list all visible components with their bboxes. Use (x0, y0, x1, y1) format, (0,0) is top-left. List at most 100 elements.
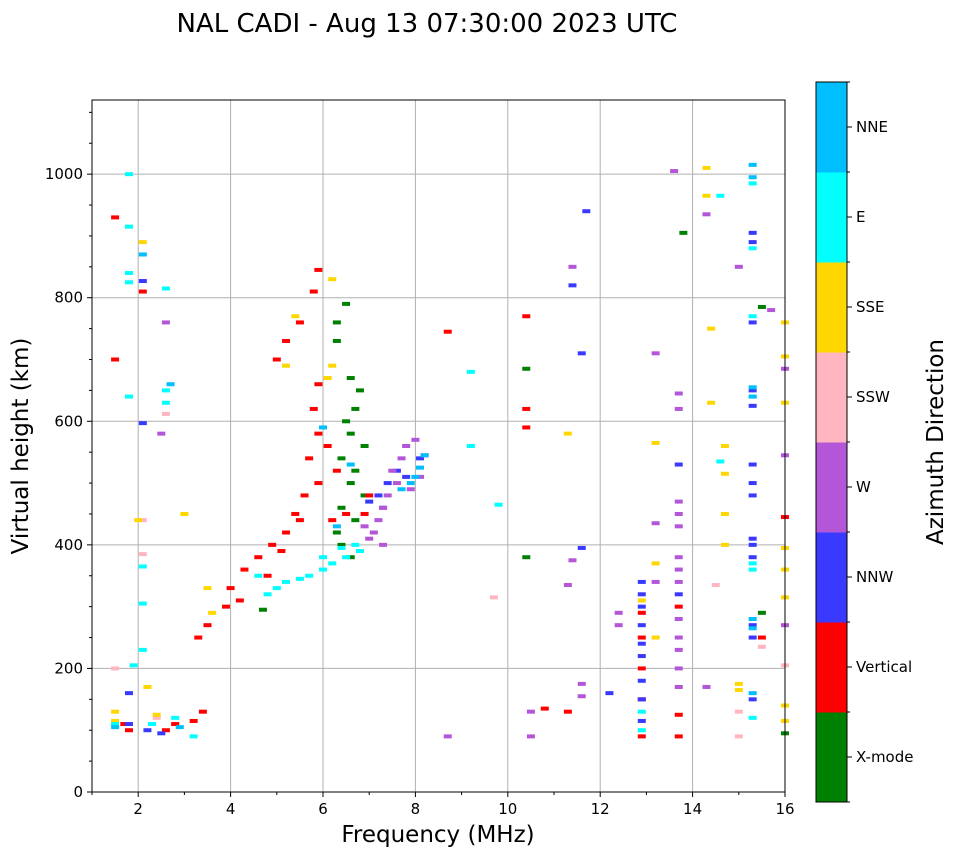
point-w (651, 351, 660, 356)
point-x-mode (337, 505, 346, 510)
point-sse (143, 684, 152, 689)
point-vertical (282, 338, 291, 343)
point-sse (651, 440, 660, 445)
colorbar-segment (816, 442, 847, 533)
point-x-mode (360, 493, 369, 498)
colorbar-tick-label: NNW (856, 568, 893, 586)
point-sse (651, 635, 660, 640)
point-vertical (295, 320, 304, 325)
point-e (748, 561, 757, 566)
point-nnw (748, 623, 757, 628)
point-sse (702, 165, 711, 170)
point-w (411, 437, 420, 442)
colorbar-tick-label: SSW (856, 388, 890, 406)
point-w (526, 709, 535, 714)
point-sse (291, 314, 300, 319)
point-vertical (282, 530, 291, 535)
point-vertical (360, 511, 369, 516)
point-nne (748, 394, 757, 399)
colorbar-tick-label: SSE (856, 298, 885, 316)
point-ssw (138, 518, 147, 523)
grid-lines (92, 100, 785, 792)
point-e (111, 722, 120, 727)
point-w (577, 681, 586, 686)
plot-frame (91, 99, 786, 793)
point-nnw (124, 691, 133, 696)
point-sse (328, 363, 337, 368)
point-x-mode (522, 366, 531, 371)
colorbar-segment (816, 352, 847, 443)
chart-title: NAL CADI - Aug 13 07:30:00 2023 UTC (177, 9, 678, 39)
colorbar-tick-label: E (856, 208, 865, 226)
point-vertical (637, 610, 646, 615)
point-sse (720, 542, 729, 547)
point-e (129, 663, 138, 668)
point-e (305, 573, 314, 578)
point-nne (111, 725, 120, 730)
point-w (674, 524, 683, 529)
point-e (161, 400, 170, 405)
colorbar-segment (816, 82, 847, 173)
point-e (171, 715, 180, 720)
point-e (138, 601, 147, 606)
point-w (383, 493, 392, 498)
point-vertical (314, 382, 323, 387)
point-e (637, 709, 646, 714)
point-x-mode (337, 456, 346, 461)
x-tick-label: 10 (498, 800, 517, 818)
point-e (748, 314, 757, 319)
point-ssw (757, 644, 766, 649)
point-w (614, 623, 623, 628)
point-e (161, 388, 170, 393)
colorbar-segment (816, 532, 847, 623)
point-x-mode (360, 444, 369, 448)
point-w (734, 264, 743, 269)
point-x-mode (346, 376, 355, 381)
point-nnw (577, 545, 586, 550)
point-w (577, 694, 586, 699)
point-w (702, 684, 711, 689)
x-tick-label: 14 (683, 800, 702, 818)
point-w (406, 487, 415, 492)
point-w (670, 169, 679, 174)
point-w (674, 555, 683, 560)
point-sse (720, 444, 729, 448)
point-sse (702, 193, 711, 198)
point-ssw (734, 734, 743, 739)
point-w (674, 666, 683, 671)
point-ssw (489, 595, 498, 600)
point-nne (416, 465, 425, 470)
point-x-mode (258, 607, 267, 612)
point-nnw (637, 592, 646, 597)
point-vertical (757, 635, 766, 640)
point-nne (420, 453, 429, 458)
point-x-mode (757, 610, 766, 615)
point-vertical (309, 406, 318, 411)
colorbar-label: Azimuth Direction (923, 339, 949, 545)
point-e (748, 715, 757, 720)
x-tick-label: 8 (411, 800, 421, 818)
point-nnw (637, 641, 646, 646)
point-x-mode (522, 555, 531, 560)
point-e (466, 444, 475, 448)
point-e (282, 579, 291, 584)
point-w (651, 521, 660, 526)
point-sse (720, 511, 729, 516)
point-vertical (189, 718, 198, 723)
point-sse (208, 610, 217, 615)
colorbar-segment (816, 262, 847, 353)
y-tick-label: 400 (54, 536, 83, 554)
point-x-mode (757, 304, 766, 309)
point-e (716, 459, 725, 464)
point-ssw (711, 583, 720, 588)
x-tick-label: 4 (226, 800, 236, 818)
point-ssw (734, 709, 743, 714)
point-x-mode (355, 388, 364, 393)
point-vertical (522, 314, 531, 319)
point-nnw (124, 722, 133, 727)
point-vertical (637, 666, 646, 671)
x-tick-label: 2 (133, 800, 143, 818)
point-nnw (748, 388, 757, 393)
colorbar-tick-label: W (856, 478, 871, 496)
point-e (124, 224, 133, 229)
